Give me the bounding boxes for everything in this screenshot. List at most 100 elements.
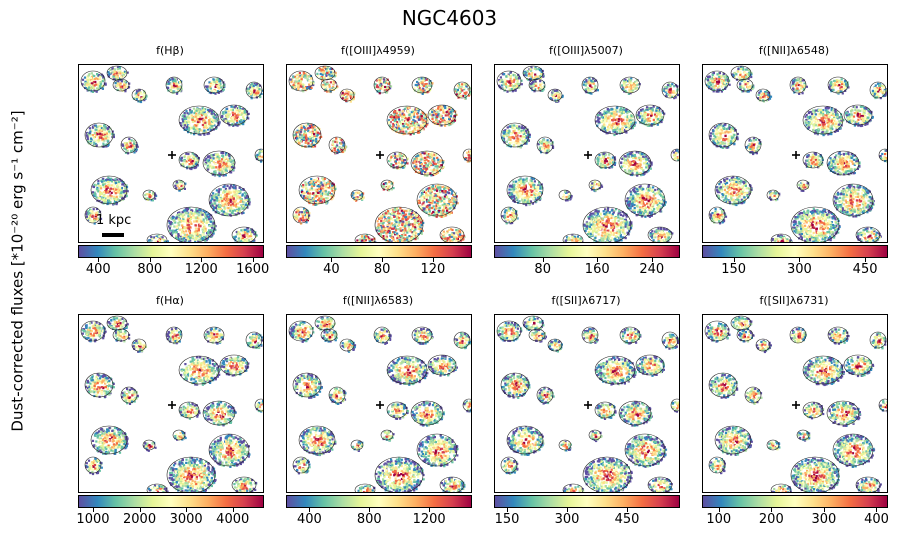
map-pixel (440, 213, 443, 216)
map-pixel (305, 209, 308, 212)
map-pixel (109, 68, 112, 71)
map-pixel (456, 202, 459, 205)
map-pixel (182, 121, 185, 124)
map-pixel (100, 192, 103, 195)
map-pixel (197, 112, 200, 115)
map-pixel (236, 124, 239, 127)
map-pixel (166, 82, 169, 86)
map-pixel (401, 239, 404, 242)
map-pixel (97, 140, 100, 143)
map-pixel (419, 91, 422, 94)
map-pixel (361, 239, 364, 242)
map-pixel (307, 123, 310, 126)
map-pixel (393, 127, 396, 130)
map-pixel (411, 130, 414, 133)
map-pixel (213, 116, 216, 119)
map-pixel (389, 159, 392, 162)
map-pixel (212, 166, 215, 169)
map-pixel (228, 195, 231, 198)
map-pixel (197, 109, 200, 113)
map-pixel (105, 197, 108, 200)
map-pixel (327, 180, 330, 183)
map-pixel (407, 109, 410, 113)
map-pixel (311, 126, 314, 129)
map-pixel (242, 114, 246, 117)
map-pixel (201, 220, 204, 223)
map-pixel (438, 109, 441, 112)
map-pixel (174, 85, 177, 88)
map-pixel (100, 132, 104, 135)
map-pixel (428, 165, 431, 169)
map-pixel (128, 140, 132, 143)
map-pixel (212, 112, 215, 115)
map-pixel (450, 199, 453, 202)
map-pixel (87, 141, 90, 144)
map-pixel (298, 211, 301, 214)
map-pixel (322, 71, 325, 74)
map-pixel (381, 226, 384, 229)
map-pixel (432, 168, 435, 172)
map-pixel (257, 91, 260, 94)
map-pixel (467, 159, 470, 162)
map-pixel (209, 163, 212, 166)
map-pixel (304, 75, 307, 78)
map-pixel (190, 126, 193, 130)
map-pixel (123, 86, 126, 89)
map-pixel (400, 122, 403, 125)
map-pixel (105, 185, 108, 188)
map-pixel (454, 88, 457, 91)
map-pixel (244, 206, 247, 210)
map-pixel (380, 231, 383, 234)
map-pixel (169, 232, 172, 235)
map-pixel (446, 209, 449, 212)
map-pixel (91, 214, 94, 217)
map-pixel (335, 145, 338, 148)
map-pixel (126, 190, 129, 193)
map-pixel (408, 213, 411, 216)
map-pixel (384, 85, 387, 89)
map-pixel (214, 171, 217, 174)
map-pixel (322, 198, 325, 201)
map-pixel (211, 196, 214, 199)
map-pixel (242, 116, 245, 119)
map-pixel (168, 229, 172, 232)
map-pixel (391, 236, 394, 239)
map-pixel (316, 131, 320, 134)
map-pixel (118, 178, 121, 181)
map-pixel (232, 184, 235, 187)
map-pixel (232, 213, 235, 216)
map-pixel (437, 184, 440, 187)
map-pixel (421, 128, 424, 131)
map-pixel (105, 188, 108, 191)
map-pixel (187, 238, 190, 241)
map-pixel (431, 156, 434, 159)
map-pixel (178, 221, 181, 224)
map-pixel (423, 164, 426, 168)
map-pixel (208, 110, 211, 113)
map-pixel (352, 196, 355, 200)
map-pixel (308, 188, 312, 191)
map-pixel (225, 111, 228, 114)
map-pixel (174, 229, 177, 232)
map-pixel (309, 83, 313, 86)
map-pixel (387, 122, 391, 125)
map-pixel (448, 120, 451, 123)
map-pixel (211, 118, 214, 121)
map-pixel (333, 75, 336, 78)
region-contour (411, 76, 433, 94)
map-pixel (226, 184, 229, 188)
map-pixel (135, 142, 138, 145)
map-pixel (222, 169, 225, 172)
map-pixel (397, 218, 401, 221)
map-pixel (178, 189, 181, 192)
map-pixel (436, 169, 439, 172)
map-pixel (427, 162, 431, 165)
map-pixel (197, 211, 200, 214)
map-pixel (383, 216, 386, 219)
map-pixel (421, 193, 424, 196)
map-pixel (164, 240, 167, 242)
map-pixel (386, 186, 389, 189)
region-contour (166, 206, 216, 242)
map-pixel (213, 124, 216, 127)
map-pixel (192, 216, 195, 219)
